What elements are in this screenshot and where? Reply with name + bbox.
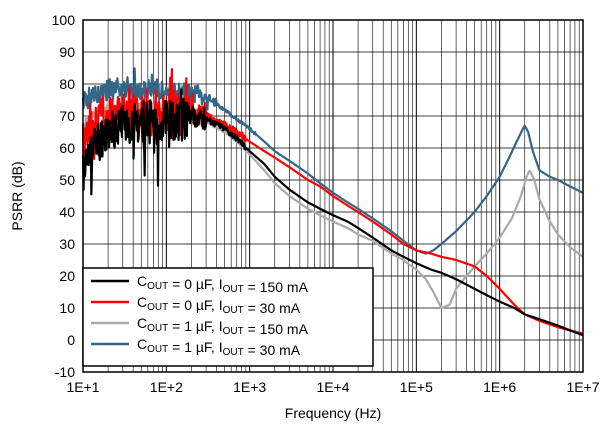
legend-box — [82, 267, 374, 367]
x-tick-label: 1E+4 — [316, 379, 349, 395]
tick-labels: 1E+1 1E+2 1E+3 1E+4 1E+5 1E+6 1E+7 -10 0 10 20 30 40… — [52, 12, 600, 395]
data-series — [81, 67, 584, 337]
series-line-4 — [81, 67, 584, 255]
y-tick-label: -10 — [55, 364, 75, 380]
legend-entry-2: COUT = 0 µF, IOUT = 30 mA — [137, 294, 301, 316]
x-tick-label: 1E+3 — [233, 379, 266, 395]
y-tick-label: 70 — [59, 108, 75, 124]
y-tick-label: 10 — [59, 300, 75, 316]
x-tick-label: 1E+2 — [150, 379, 183, 395]
y-tick-label: 90 — [59, 44, 75, 60]
legend-entry-3: COUT = 1 µF, IOUT = 150 mA — [137, 315, 309, 337]
x-tick-label: 1E+6 — [483, 379, 516, 395]
x-tick-label: 1E+7 — [566, 379, 599, 395]
legend-entry-4: COUT = 1 µF, IOUT = 30 mA — [137, 336, 301, 358]
plot-frame — [82, 19, 584, 373]
legend-entry-1: COUT = 0 µF, IOUT = 150 mA — [137, 273, 309, 295]
x-tick-label: 1E+5 — [400, 379, 433, 395]
series-line-1 — [81, 88, 584, 337]
y-axis-title: PSRR (dB) — [9, 161, 25, 230]
y-tick-label: 100 — [52, 12, 76, 28]
x-tick-label: 1E+1 — [66, 379, 99, 395]
y-tick-label: 80 — [59, 76, 75, 92]
y-tick-label: 40 — [59, 204, 75, 220]
y-tick-label: 50 — [59, 172, 75, 188]
y-tick-label: 0 — [67, 332, 75, 348]
y-tick-label: 60 — [59, 140, 75, 156]
y-tick-label: 20 — [59, 268, 75, 284]
y-tick-label: 30 — [59, 236, 75, 252]
x-axis-title: Frequency (Hz) — [285, 405, 381, 421]
